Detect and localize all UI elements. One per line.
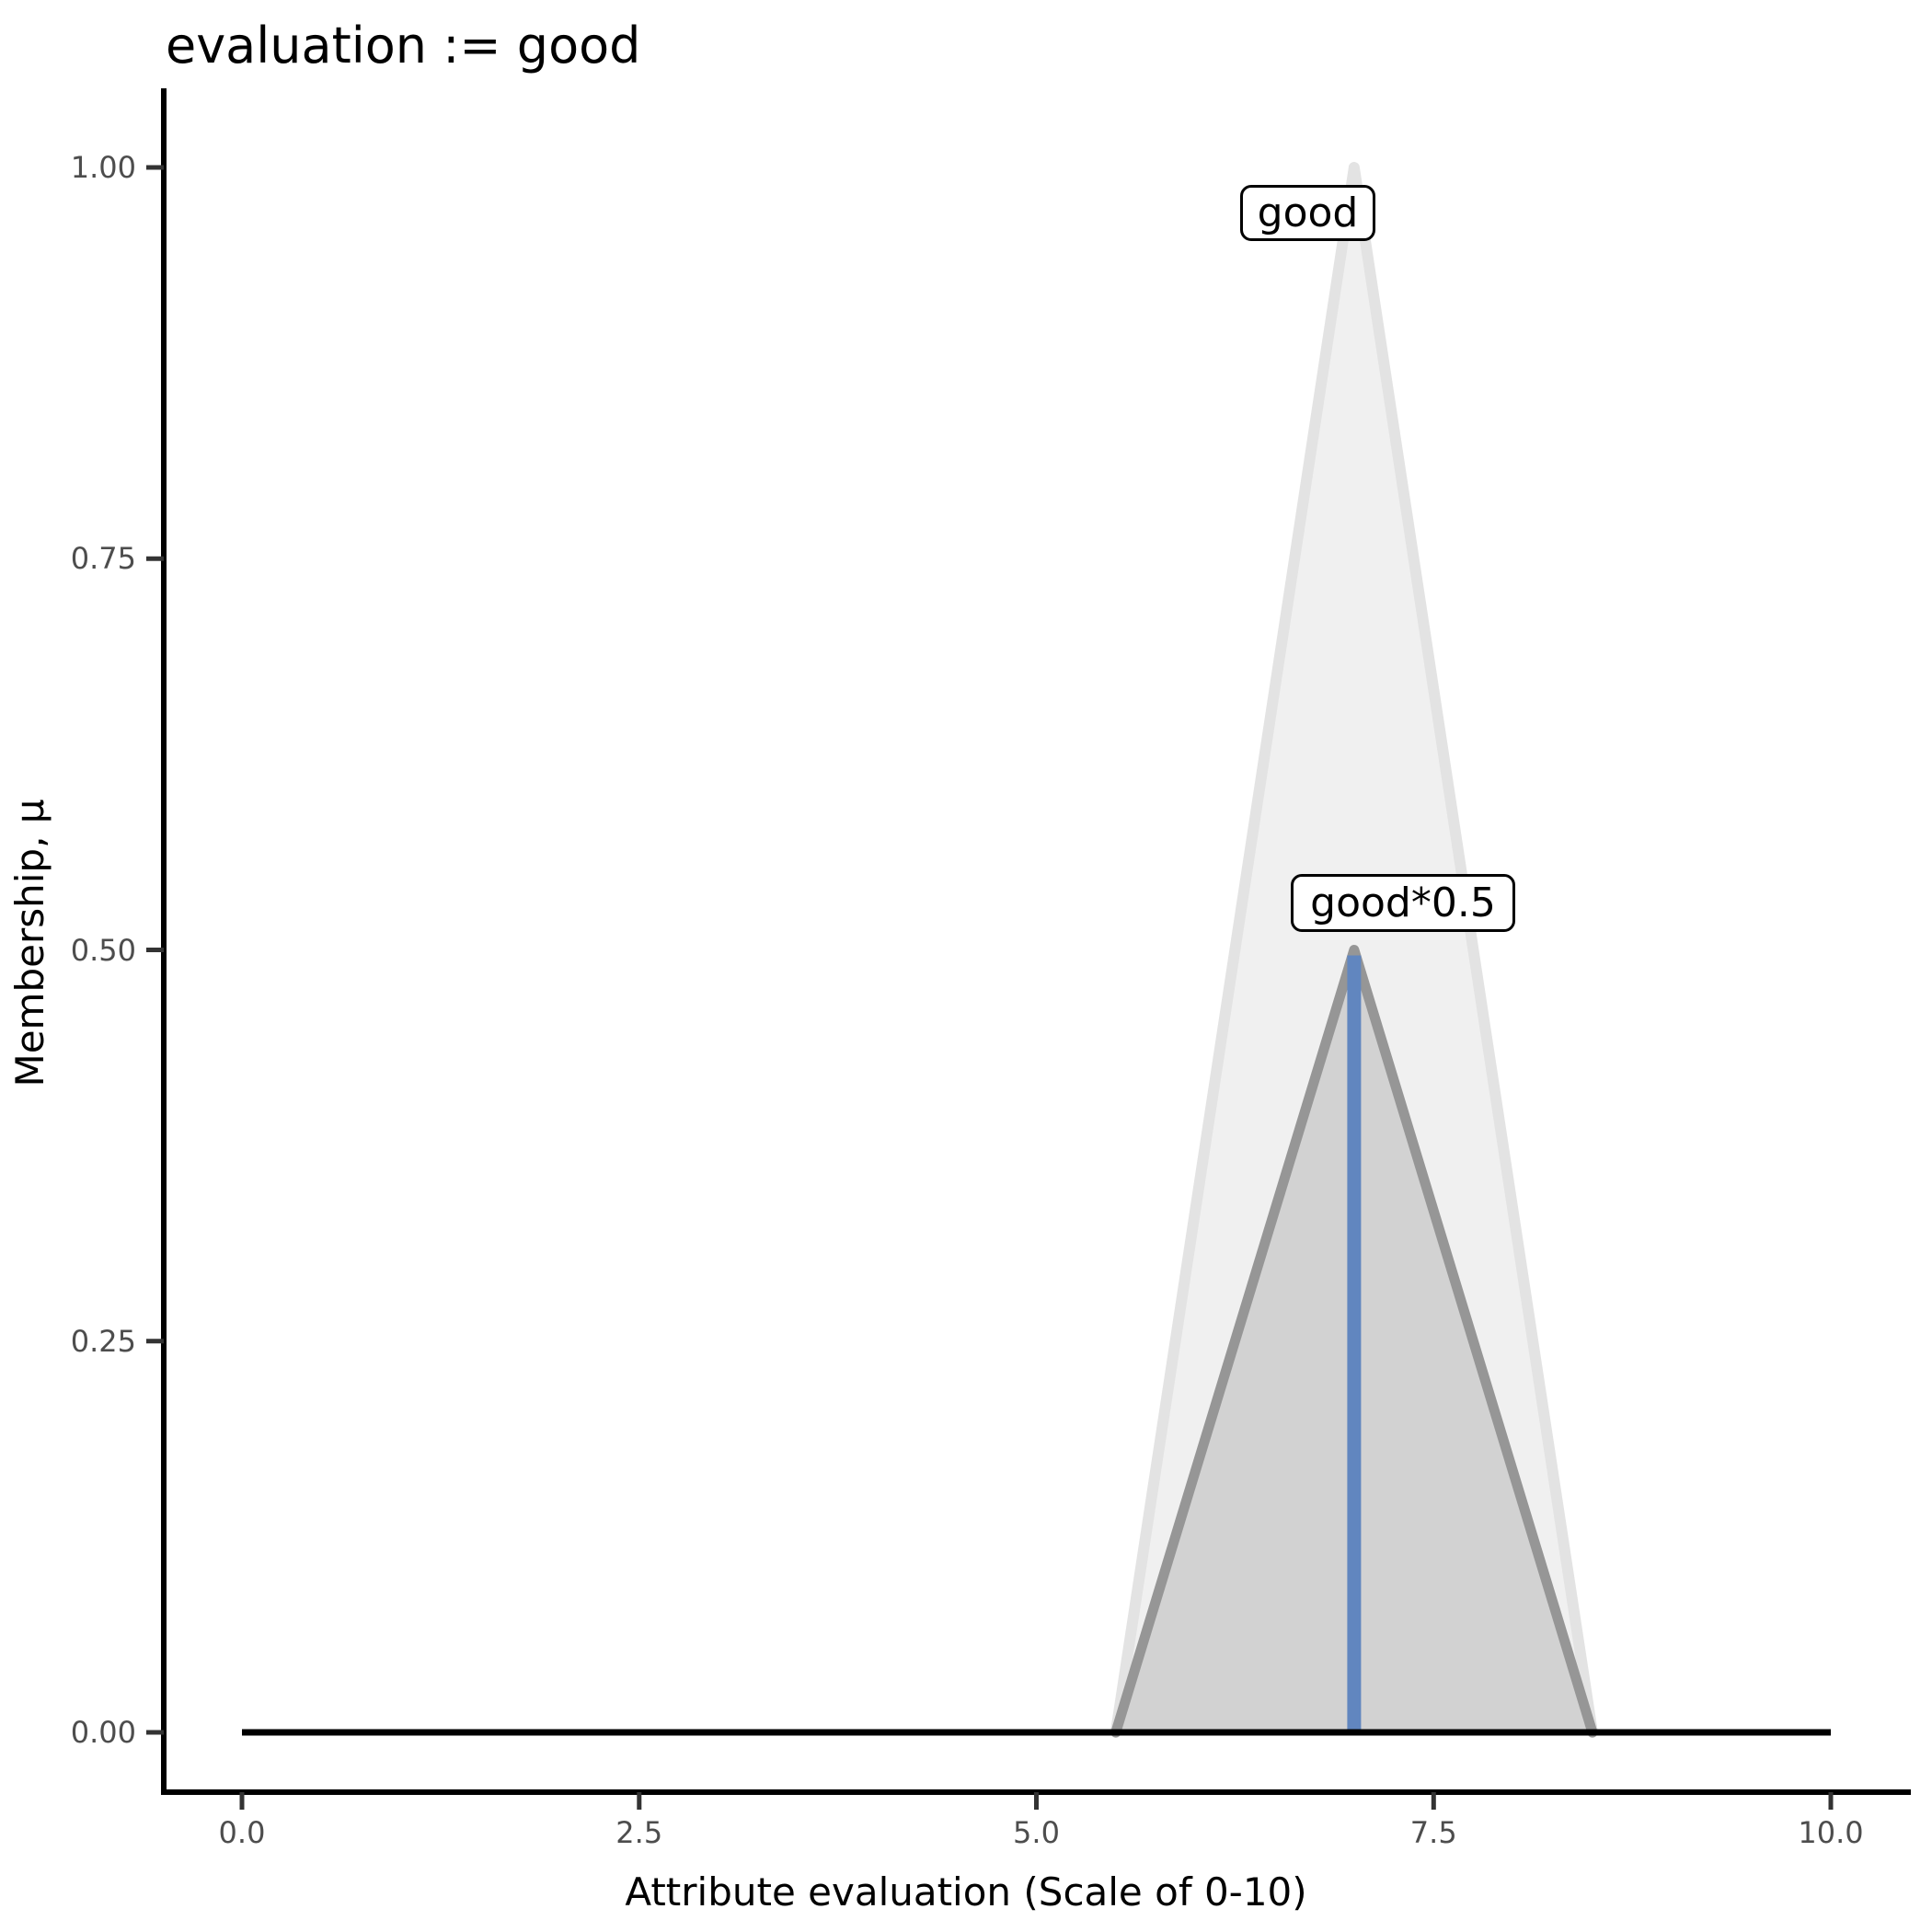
y-tick-marks (146, 165, 164, 1735)
annotation-good-text: good (1257, 190, 1359, 236)
annotation-box-good-scaled: good*0.5 (1291, 874, 1515, 932)
annotation-box-good: good (1240, 185, 1375, 241)
y-tick-label-0.50: 0.50 (70, 932, 136, 968)
y-tick-label-0.00: 0.00 (70, 1715, 136, 1750)
annotation-good-scaled-text: good*0.5 (1310, 880, 1496, 926)
x-tick-label-0.0: 0.0 (218, 1815, 266, 1850)
x-tick-marks (239, 1792, 1834, 1810)
chart-title: evaluation := good (166, 17, 641, 75)
x-tick-label-2.5: 2.5 (615, 1815, 663, 1850)
x-axis-title: Attribute evaluation (Scale of 0-10) (625, 1869, 1307, 1915)
x-tick-label-7.5: 7.5 (1409, 1815, 1457, 1850)
x-tick-label-10.0: 10.0 (1798, 1815, 1864, 1850)
y-tick-label-0.75: 0.75 (70, 541, 136, 577)
y-tick-label-1.00: 1.00 (70, 150, 136, 185)
y-tick-label-0.25: 0.25 (70, 1323, 136, 1359)
y-axis-title: Membership, μ (7, 799, 52, 1087)
x-tick-label-5.0: 5.0 (1013, 1815, 1060, 1850)
